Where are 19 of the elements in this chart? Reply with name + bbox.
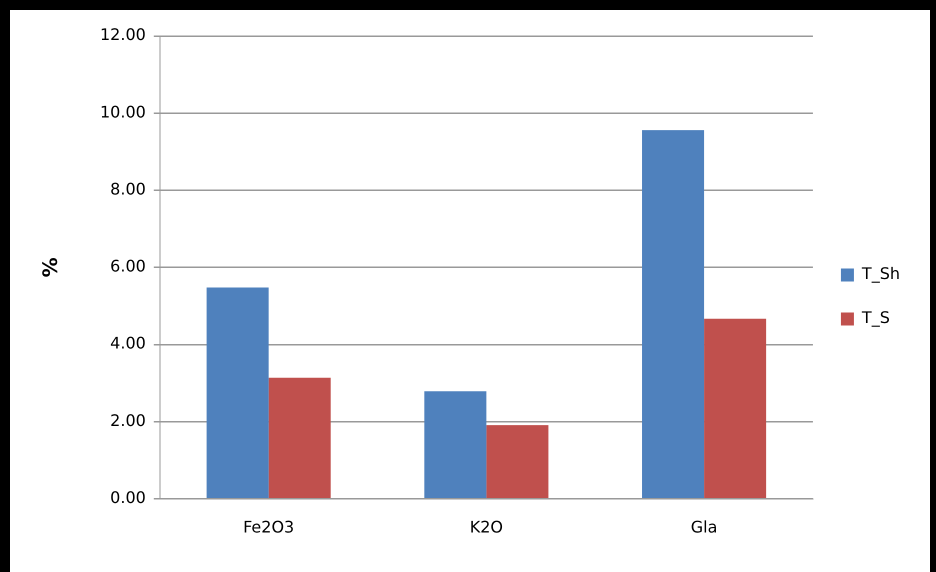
- y-tick-label: 4.00: [110, 334, 146, 353]
- legend-label: T_Sh: [860, 264, 900, 284]
- y-tick-label: 0.00: [110, 488, 146, 507]
- bar: [642, 130, 704, 498]
- bar: [424, 391, 486, 498]
- bar: [268, 378, 331, 498]
- x-tick-label: Fe2O3: [243, 518, 294, 537]
- x-tick-label: Gla: [690, 518, 718, 537]
- y-axis-title: %: [38, 257, 62, 278]
- y-tick-label: 6.00: [110, 256, 146, 276]
- y-tick-label: 10.00: [100, 102, 146, 122]
- bar: [704, 318, 766, 498]
- y-tick-label: 8.00: [110, 179, 146, 198]
- x-tick-label: K2O: [470, 518, 503, 537]
- bar: [206, 287, 269, 498]
- y-tick-label: 12.00: [100, 25, 146, 44]
- bar: [486, 425, 548, 498]
- y-tick-label: 2.00: [110, 410, 146, 430]
- legend-label: T_S: [860, 308, 890, 328]
